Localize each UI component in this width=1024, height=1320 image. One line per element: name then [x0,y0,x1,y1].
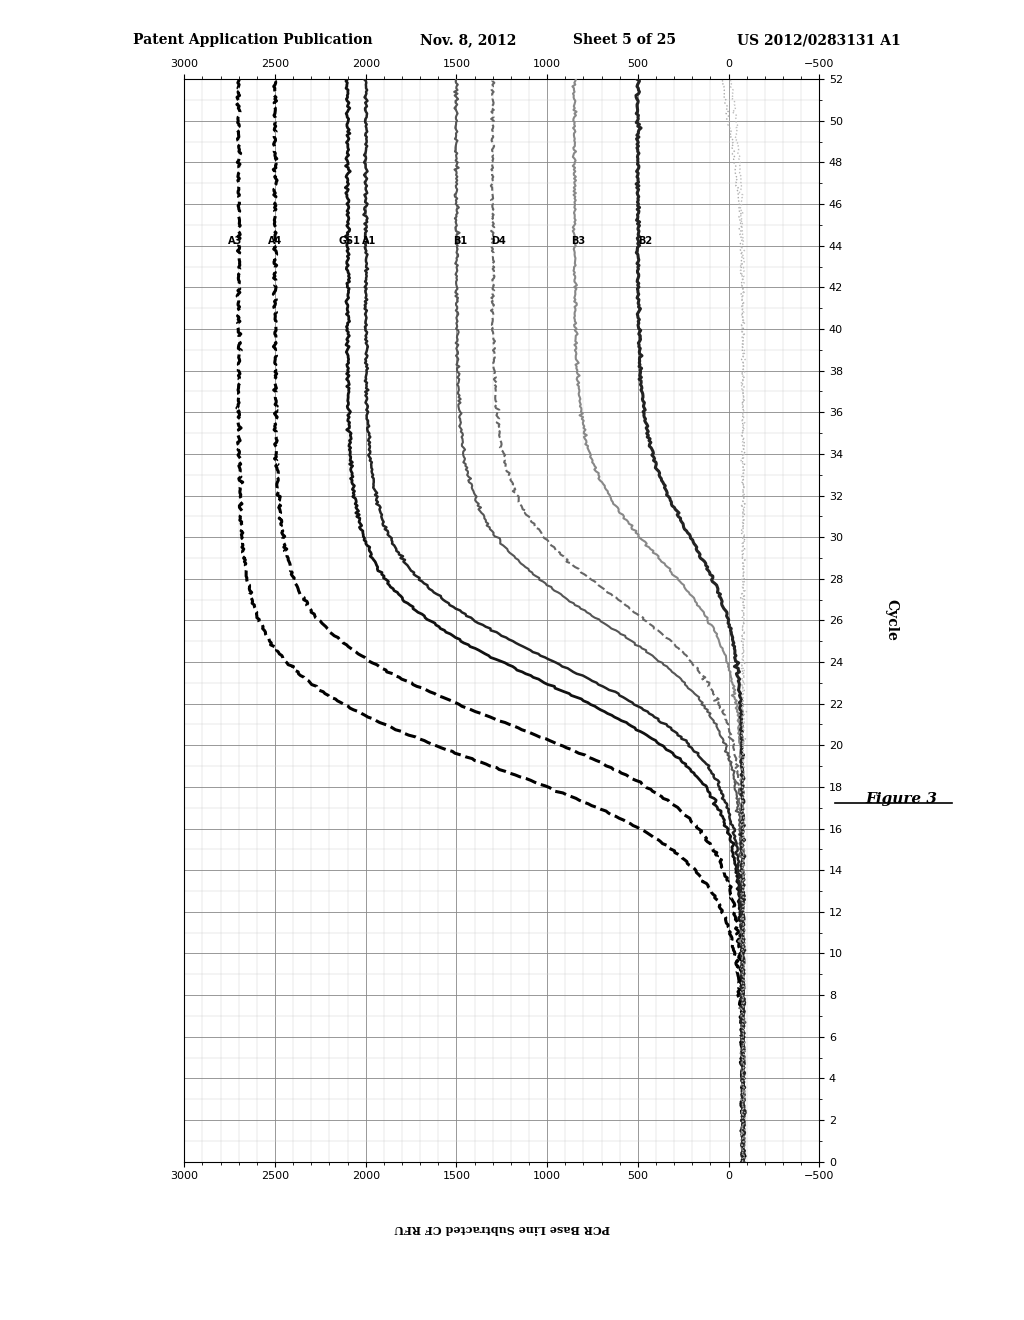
Text: Sheet 5 of 25: Sheet 5 of 25 [573,33,677,48]
Text: Nov. 8, 2012: Nov. 8, 2012 [420,33,516,48]
Text: A1: A1 [362,236,377,246]
X-axis label: PCR Base Line Subtracted CF RFU: PCR Base Line Subtracted CF RFU [394,1224,609,1234]
Text: US 2012/0283131 A1: US 2012/0283131 A1 [737,33,901,48]
Y-axis label: Cycle: Cycle [885,599,899,642]
Text: GS1: GS1 [339,236,360,246]
Text: Patent Application Publication: Patent Application Publication [133,33,373,48]
Text: Figure 3: Figure 3 [865,792,937,807]
Text: A3: A3 [228,236,243,246]
Text: B3: B3 [571,236,585,246]
Text: B2: B2 [638,236,652,246]
Text: B1: B1 [453,236,467,246]
Text: D4: D4 [490,236,506,246]
Text: A4: A4 [268,236,283,246]
